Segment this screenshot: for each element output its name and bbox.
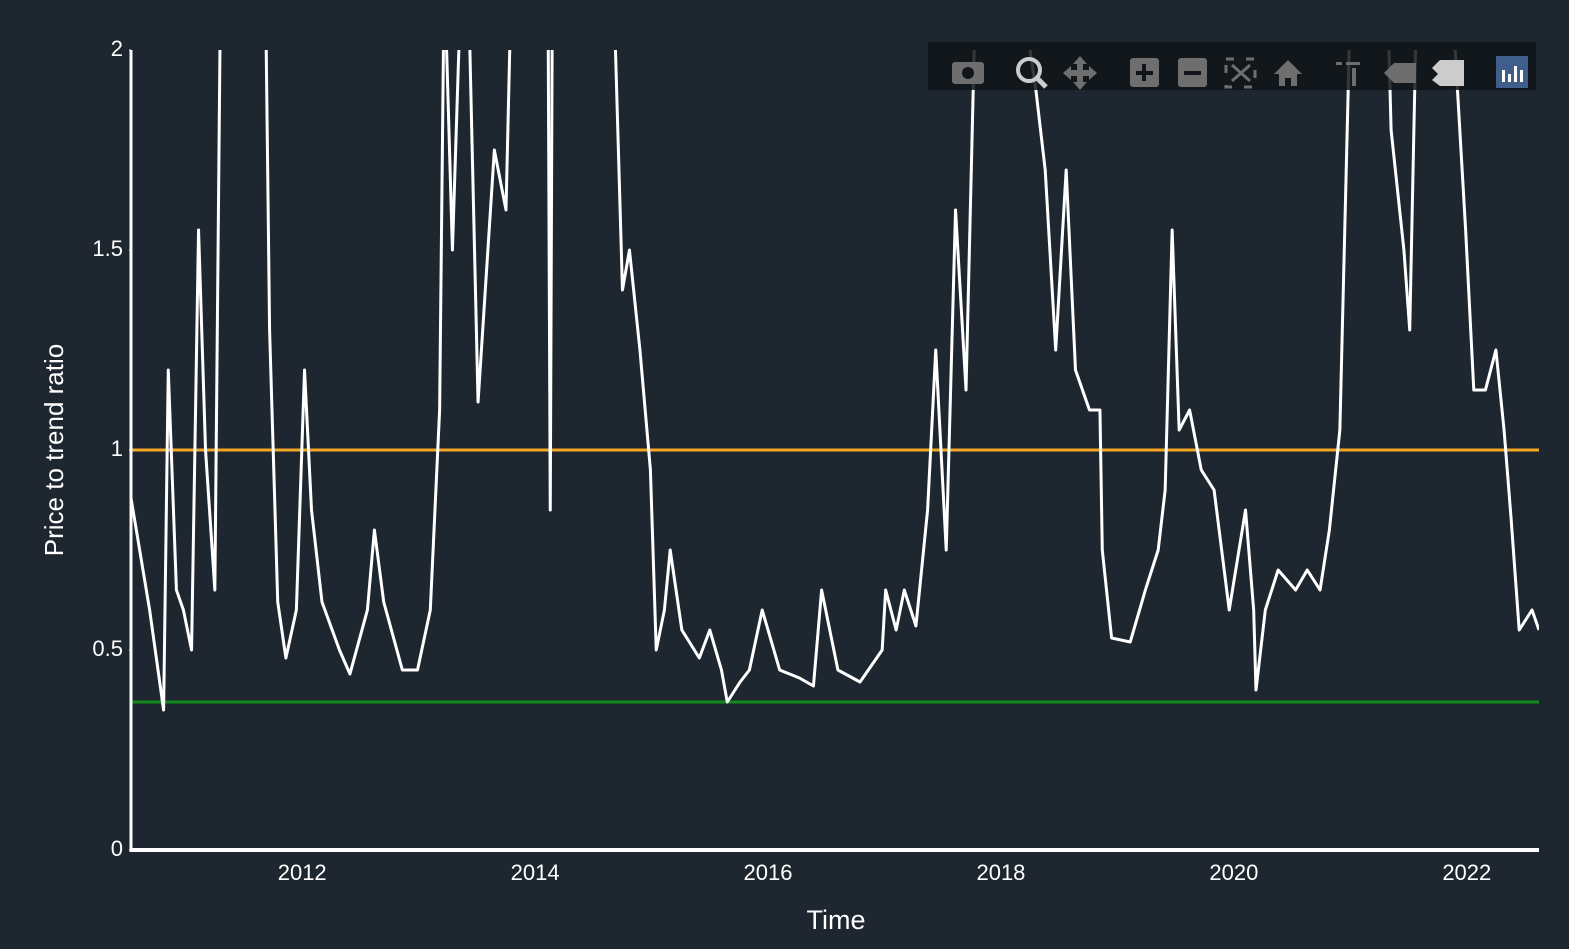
x-tick-label: 2016: [744, 860, 793, 885]
hover-closest-button[interactable]: [1384, 63, 1416, 83]
spike-button[interactable]: [1336, 62, 1360, 86]
y-tick-label: 1: [111, 436, 123, 461]
y-axis-title: Price to trend ratio: [39, 344, 69, 556]
hover-compare-button[interactable]: [1432, 60, 1464, 86]
y-tick-label: 0.5: [92, 636, 123, 661]
x-tick-label: 2022: [1442, 860, 1491, 885]
zoom-button[interactable]: [1016, 57, 1048, 89]
x-tick-label: 2020: [1209, 860, 1258, 885]
x-axis-title: Time: [807, 905, 866, 935]
zoom-in-button[interactable]: [1130, 58, 1159, 87]
plot-area: [131, 50, 1539, 712]
zoom-out-button[interactable]: [1178, 58, 1207, 87]
modebar: [928, 42, 1536, 90]
y-tick-label: 1.5: [92, 236, 123, 261]
x-tick-label: 2018: [976, 860, 1025, 885]
camera-button[interactable]: [952, 62, 984, 84]
x-tick-label: 2014: [511, 860, 560, 885]
y-tick-label: 2: [111, 36, 123, 61]
pan-button[interactable]: [1063, 56, 1097, 90]
plotly-logo[interactable]: [1496, 56, 1528, 88]
y-tick-label: 0: [111, 836, 123, 861]
x-tick-label: 2012: [278, 860, 327, 885]
autoscale-button[interactable]: [1224, 57, 1257, 89]
price-line: [131, 50, 1539, 712]
reset-button[interactable]: [1274, 60, 1302, 86]
